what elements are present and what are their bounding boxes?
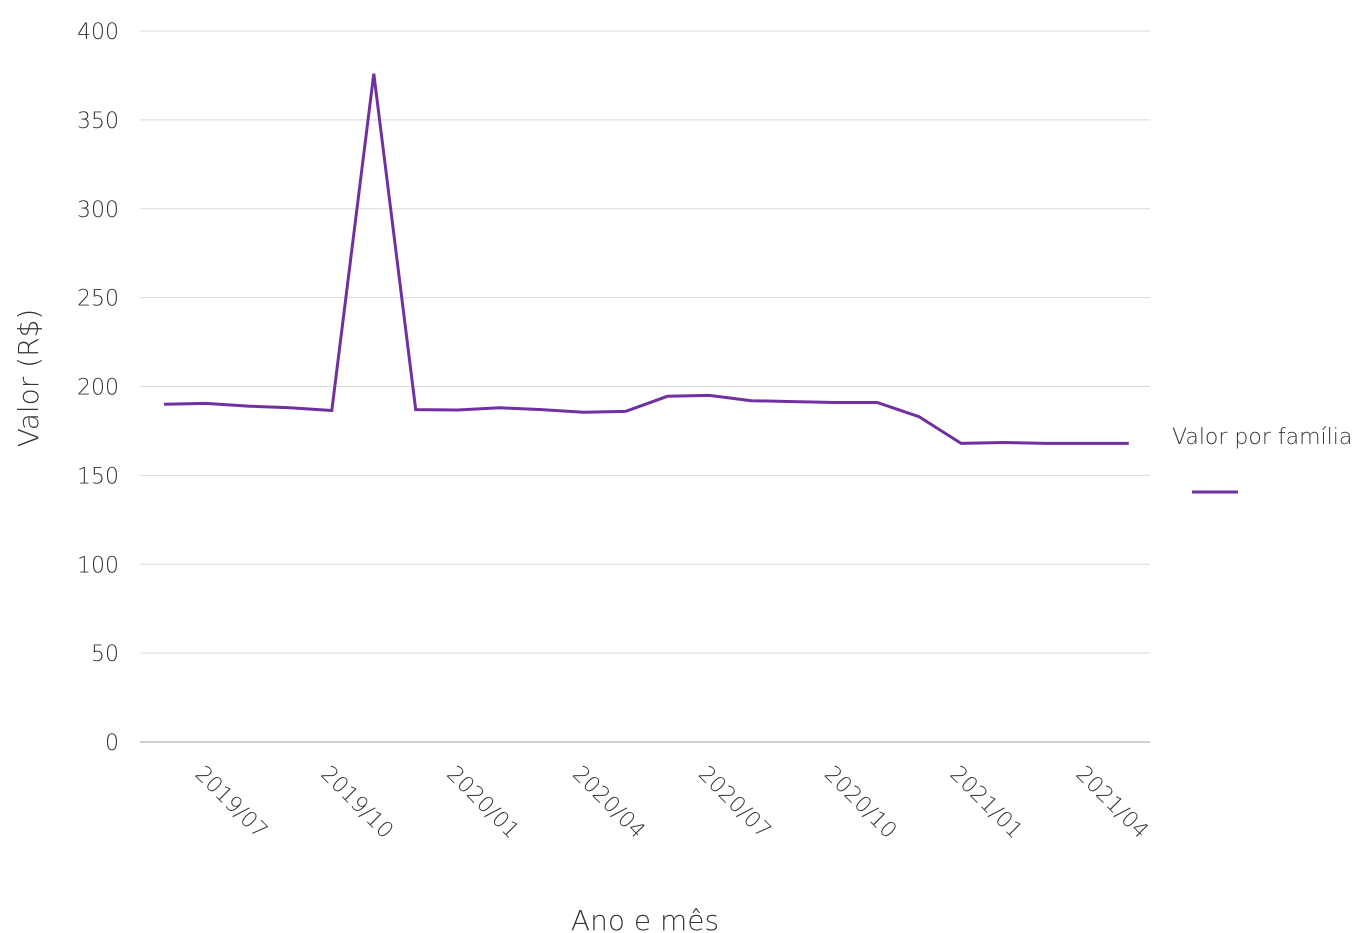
x-tick-label: 2019/07 [190,762,272,844]
x-axis-tick-labels: 2019/07 2019/10 2020/01 2020/04 2020/07 2020/… [190,762,1153,844]
gridlines [140,30,1150,743]
y-tick-label: 250 [77,287,119,312]
y-tick-label: 350 [77,109,119,134]
y-tick-label: 300 [77,198,119,223]
x-tick-label: 2020/07 [693,762,775,844]
y-axis-tick-labels: 0 50 100 150 200 250 300 350 400 [77,20,119,756]
y-tick-label: 150 [77,464,119,489]
x-axis-title: Ano e mês [571,904,719,933]
x-tick-label: 2019/10 [316,762,398,844]
y-tick-label: 400 [77,20,119,45]
legend-title: Valor por família [1172,425,1352,450]
y-tick-label: 200 [77,376,119,401]
x-tick-label: 2020/04 [567,762,649,844]
x-tick-label: 2021/04 [1071,762,1153,844]
x-tick-label: 2020/10 [819,762,901,844]
y-tick-label: 50 [91,642,119,667]
x-tick-label: 2021/01 [945,762,1027,844]
legend: Valor por família [1172,425,1352,494]
x-tick-label: 2020/01 [441,762,523,844]
series-line-0 [163,73,1129,445]
y-tick-label: 100 [77,553,119,578]
y-tick-label: 0 [105,731,119,756]
series-group [163,73,1129,445]
y-axis-title: Valor (R$) [12,309,45,448]
